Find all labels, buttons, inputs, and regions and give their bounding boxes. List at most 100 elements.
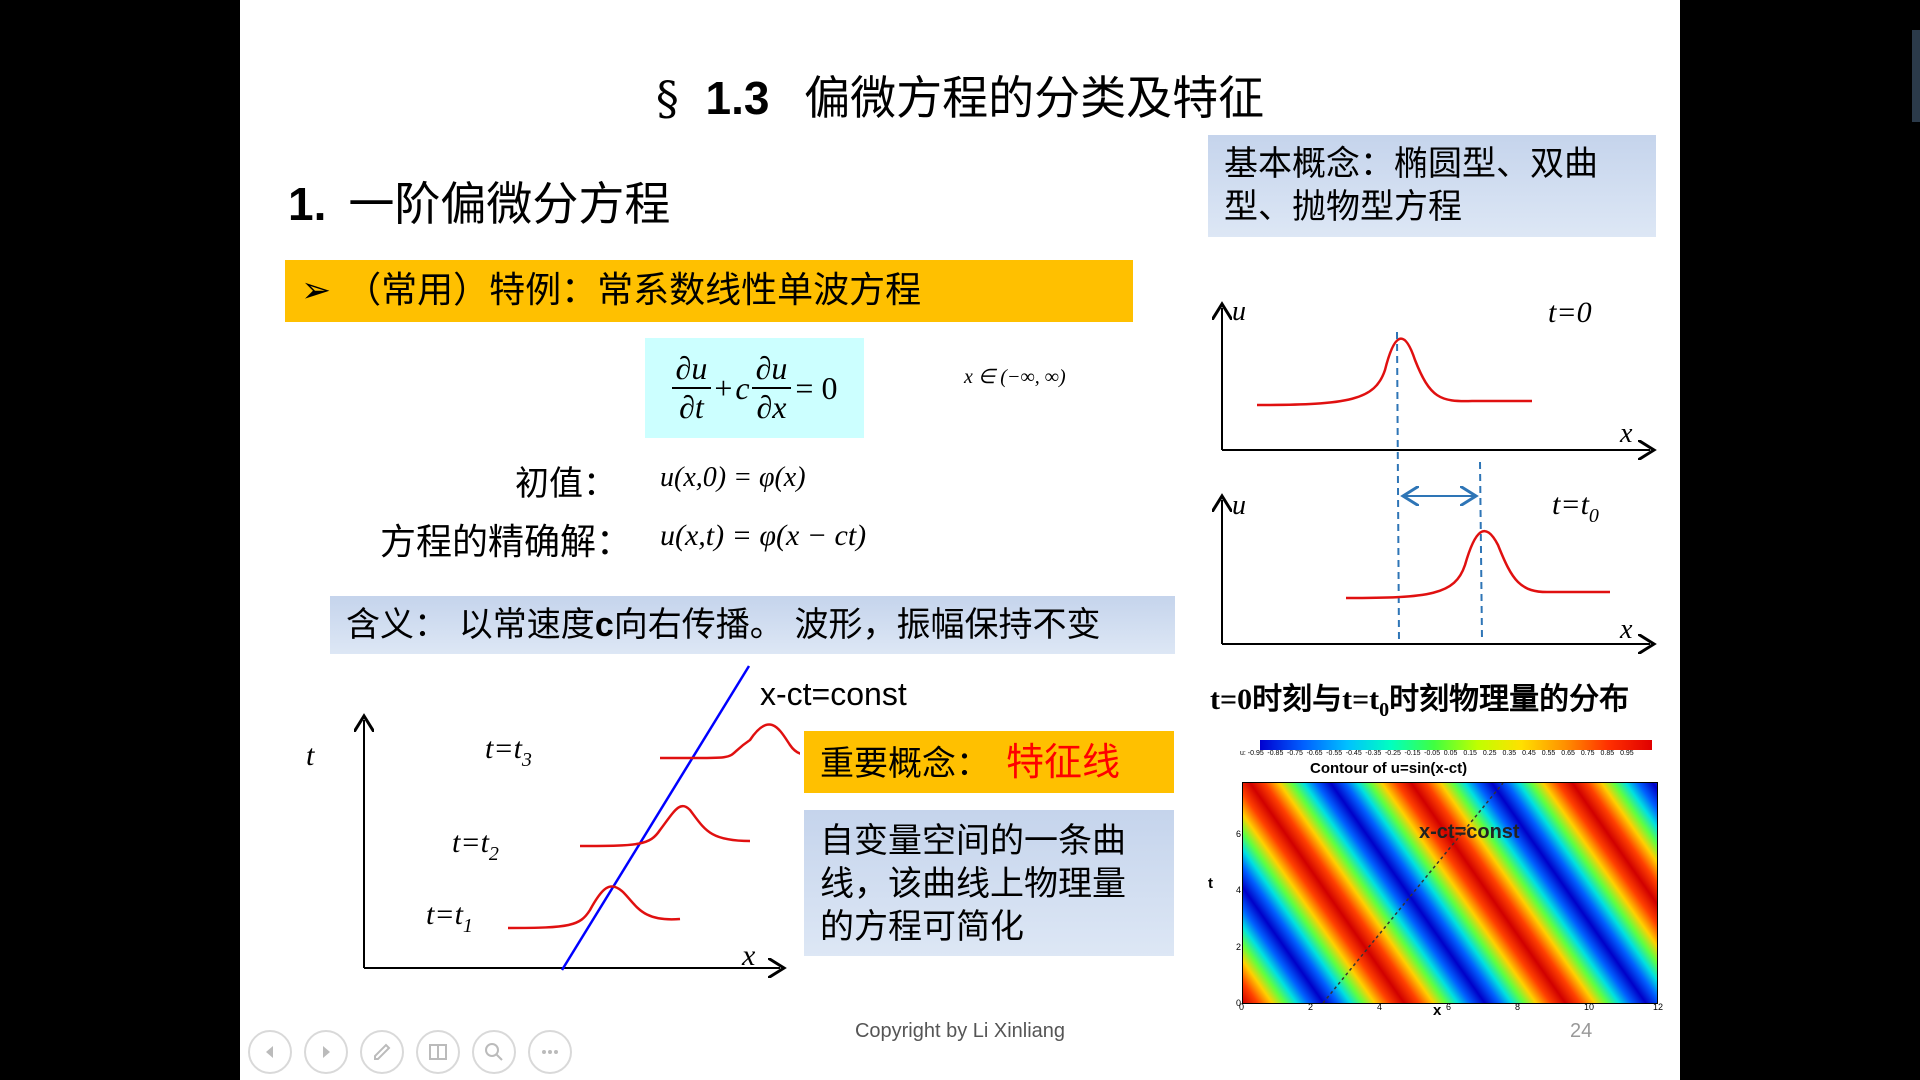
meaning-bar: 含义： 以常速度c向右传播。 波形，振幅保持不变 [330,596,1175,654]
wave-plot: u x t=0 u x t=t0 [1200,296,1670,660]
wave-bottom-x-label: x [1619,614,1633,645]
basic-concept-box: 基本概念：椭圆型、双曲型、抛物型方程 [1208,135,1656,237]
x-tick-label: 0 [1239,1002,1245,1012]
basic-concept-text: 基本概念：椭圆型、双曲型、抛物型方程 [1224,144,1598,227]
colorbar-tick: 0.25 [1482,750,1497,757]
char-t3-label: t=t3 [485,732,532,771]
y-tick-label: 4 [1236,885,1242,896]
const-label: x-ct=const [760,676,907,712]
colorbar-ticks: u: -0.95 -0.85 -0.75 -0.65 -0.55 -0.45 -0.35 -0… [1240,750,1640,757]
colorbar-tick: -0.05 [1424,750,1441,757]
colorbar-tick: 0.15 [1463,750,1477,757]
wave-top-x-label: x [1619,418,1633,449]
wave-t3 [659,723,800,760]
wave-t2 [579,804,751,848]
pen-icon [374,1043,391,1060]
eq-plus: + [714,369,733,406]
eq-c: c [735,369,750,406]
page-number: 24 [1570,1020,1593,1042]
contour-title: Contour of u=sin(x-ct) [1310,760,1468,777]
x-tick-label: 2 [1308,1002,1314,1012]
wave-top-time: t=0 [1548,296,1592,329]
char-t2-label: t=t2 [452,826,499,865]
colorbar-tick: 0.55 [1541,750,1556,757]
eq-dx: ∂x [756,389,787,425]
example-label: （常用）特例：常系数线性单波方程 [345,270,922,311]
meaning-suffix: 向右传播。 波形，振幅保持不变 [613,605,1101,645]
colorbar-tick: -0.25 [1384,750,1401,757]
initial-formula: u(x,0) = φ(x) [660,462,806,493]
eq-equals: = 0 [795,369,838,406]
fraction-du-dt: ∂u ∂t [671,350,712,426]
wave-top-curve [1256,337,1532,407]
colorbar-tick: -0.45 [1345,750,1362,757]
colorbar-tick: -0.65 [1306,750,1323,757]
wave-t1 [507,885,681,930]
title-number: 1.3 [705,72,770,124]
zoom-button[interactable] [472,1030,516,1074]
colorbar-tick: -0.15 [1404,750,1421,757]
wave-bottom-curve [1345,530,1610,600]
initial-label: 初值： [515,464,617,504]
slide-title: § 1.3 偏微方程的分类及特征 [240,62,1680,128]
example-bar: ➢ （常用）特例：常系数线性单波方程 [285,260,1133,322]
colorbar-tick: -0.95 [1247,750,1264,757]
characteristic-line [560,665,751,971]
colorbar-tick: 0.75 [1580,750,1595,757]
contour-field: x-ct=const [1242,782,1658,1004]
important-bar: 重要概念： 特征线 [804,731,1174,793]
colorbar-tick: 0.65 [1561,750,1575,757]
y-tick-label: 6 [1236,828,1242,839]
pen-button[interactable] [360,1030,404,1074]
contour-annotation: x-ct=const [1419,821,1520,843]
colorbar-tick: -0.35 [1365,750,1382,757]
important-value: 特征线 [1006,740,1121,784]
contour-characteristic-line [1322,783,1504,1003]
exact-formula: u(x,t) = φ(x − ct) [660,519,867,552]
prev-icon [266,1046,273,1058]
important-label: 重要概念： [820,744,990,784]
colorbar-tick: -0.75 [1286,750,1303,757]
contour-xlabel: x [1433,1002,1442,1019]
slides-icon [429,1044,447,1060]
characteristic-plot: t x t=t3 t=t2 t=t1 [306,665,800,980]
title-text: 偏微方程的分类及特征 [804,71,1265,125]
slide: § 1.3 偏微方程的分类及特征 1. 一阶偏微分方程 基本概念：椭圆型、双曲型、… [240,0,1680,1080]
exact-label: 方程的精确解： [380,522,633,563]
slides-button[interactable] [416,1030,460,1074]
window-edge-handle [1912,30,1920,122]
char-t-label: t [306,739,315,772]
prev-slide-button[interactable] [248,1030,292,1074]
eq-du: ∂u [671,350,712,389]
zoom-icon [485,1043,503,1061]
wave-bottom-time: t=t0 [1552,488,1599,527]
next-icon [323,1046,330,1058]
wave-bottom-u-label: u [1232,490,1246,521]
colorbar-tick: -0.85 [1267,750,1284,757]
x-tick-label: 6 [1446,1002,1452,1012]
wave-caption: t=0时刻与t=t0时刻物理量的分布 [1210,683,1630,721]
colorbar-tick: 0.85 [1600,750,1615,757]
more-button[interactable] [528,1030,572,1074]
contour-plot: u: -0.95 -0.85 -0.75 -0.65 -0.55 -0.45 -0.35 -0… [1200,730,1664,1030]
section-number: 1. [288,178,327,230]
peak-line-t1 [1479,461,1483,641]
x-tick-label: 10 [1584,1002,1595,1012]
char-t1-label: t=t1 [426,898,473,937]
colorbar-tick: 0.45 [1522,750,1536,757]
colorbar-tick: 0.95 [1620,750,1634,757]
char-desc-text: 自变量空间的一条曲线，该曲线上物理量的方程可简化 [820,821,1126,947]
next-slide-button[interactable] [304,1030,348,1074]
wave-top-u-label: u [1232,296,1246,327]
x-tick-label: 8 [1515,1002,1521,1012]
meaning-c: c [594,606,614,644]
y-tick-label: 2 [1236,941,1242,952]
equation-domain: x ∈ (−∞, ∞) [964,366,1066,388]
copyright: Copyright by Li Xinliang [854,1020,1066,1042]
x-tick-label: 12 [1653,1002,1664,1012]
title-symbol: § [655,71,679,125]
more-icon [542,1050,558,1054]
equation-box: ∂u ∂t + c ∂u ∂x = 0 [645,338,864,438]
section-title: 一阶偏微分方程 [348,177,671,231]
peak-line-t0 [1396,331,1400,643]
